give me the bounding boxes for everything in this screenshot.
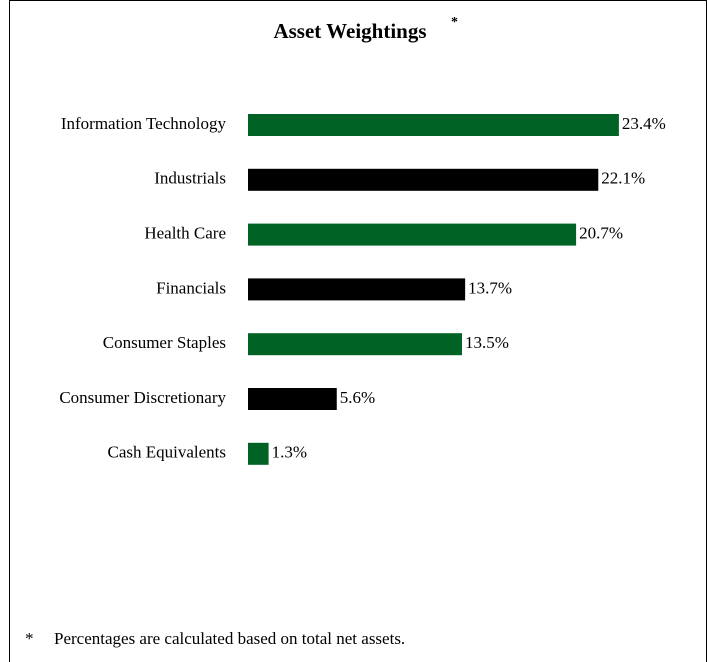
category-label: Information Technology xyxy=(61,114,227,133)
bar xyxy=(248,442,269,465)
frame xyxy=(9,0,707,662)
value-label: 13.7% xyxy=(468,278,512,297)
bar xyxy=(248,333,462,356)
bar xyxy=(248,278,466,301)
category-label: Consumer Staples xyxy=(103,333,226,352)
footnote-text: Percentages are calculated based on tota… xyxy=(54,629,405,648)
bar xyxy=(248,114,619,136)
category-label: Consumer Discretionary xyxy=(59,388,226,407)
value-label: 20.7% xyxy=(579,224,623,243)
category-label: Financials xyxy=(156,278,226,297)
value-label: 13.5% xyxy=(465,333,509,352)
category-label: Cash Equivalents xyxy=(107,443,226,462)
chart-title: Asset Weightings xyxy=(273,19,426,43)
category-label: Industrials xyxy=(154,169,226,188)
value-label: 23.4% xyxy=(622,114,666,133)
value-label: 5.6% xyxy=(340,388,375,407)
value-label: 22.1% xyxy=(601,169,645,188)
bar xyxy=(248,168,599,191)
category-label: Health Care xyxy=(144,224,226,243)
bar xyxy=(248,223,577,246)
bar xyxy=(248,388,337,410)
footnote-marker: * xyxy=(25,629,34,648)
value-label: 1.3% xyxy=(272,443,307,462)
title-marker: * xyxy=(451,15,458,30)
